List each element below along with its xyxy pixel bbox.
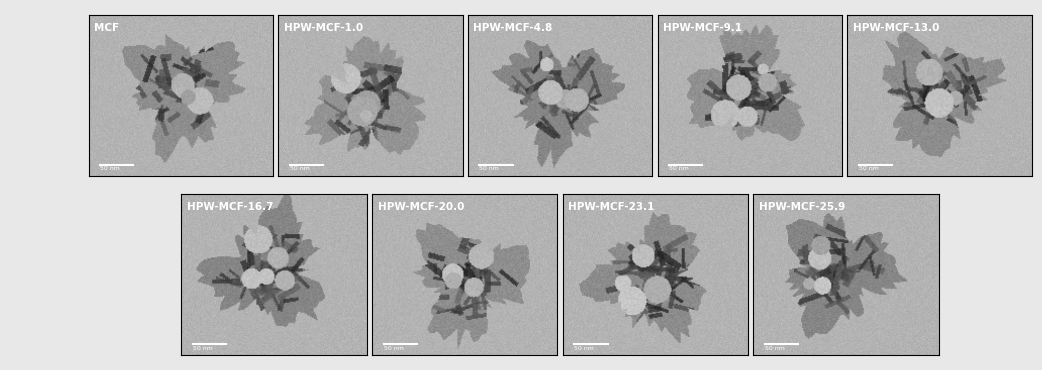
Text: HPW-MCF-13.0: HPW-MCF-13.0: [852, 23, 939, 33]
Text: HPW-MCF-25.9: HPW-MCF-25.9: [759, 202, 845, 212]
Text: 50 nm: 50 nm: [100, 166, 120, 171]
Text: 50 nm: 50 nm: [383, 346, 403, 351]
Text: HPW-MCF-20.0: HPW-MCF-20.0: [377, 202, 464, 212]
Text: HPW-MCF-23.1: HPW-MCF-23.1: [568, 202, 654, 212]
Text: 50 nm: 50 nm: [574, 346, 594, 351]
Text: 50 nm: 50 nm: [765, 346, 785, 351]
Text: 50 nm: 50 nm: [193, 346, 213, 351]
Text: HPW-MCF-4.8: HPW-MCF-4.8: [473, 23, 552, 33]
Text: 50 nm: 50 nm: [479, 166, 499, 171]
Text: 50 nm: 50 nm: [669, 166, 689, 171]
Text: HPW-MCF-9.1: HPW-MCF-9.1: [663, 23, 742, 33]
Text: 50 nm: 50 nm: [859, 166, 878, 171]
Text: 50 nm: 50 nm: [290, 166, 309, 171]
Text: HPW-MCF-16.7: HPW-MCF-16.7: [187, 202, 273, 212]
Text: HPW-MCF-1.0: HPW-MCF-1.0: [283, 23, 363, 33]
Text: MCF: MCF: [94, 23, 119, 33]
